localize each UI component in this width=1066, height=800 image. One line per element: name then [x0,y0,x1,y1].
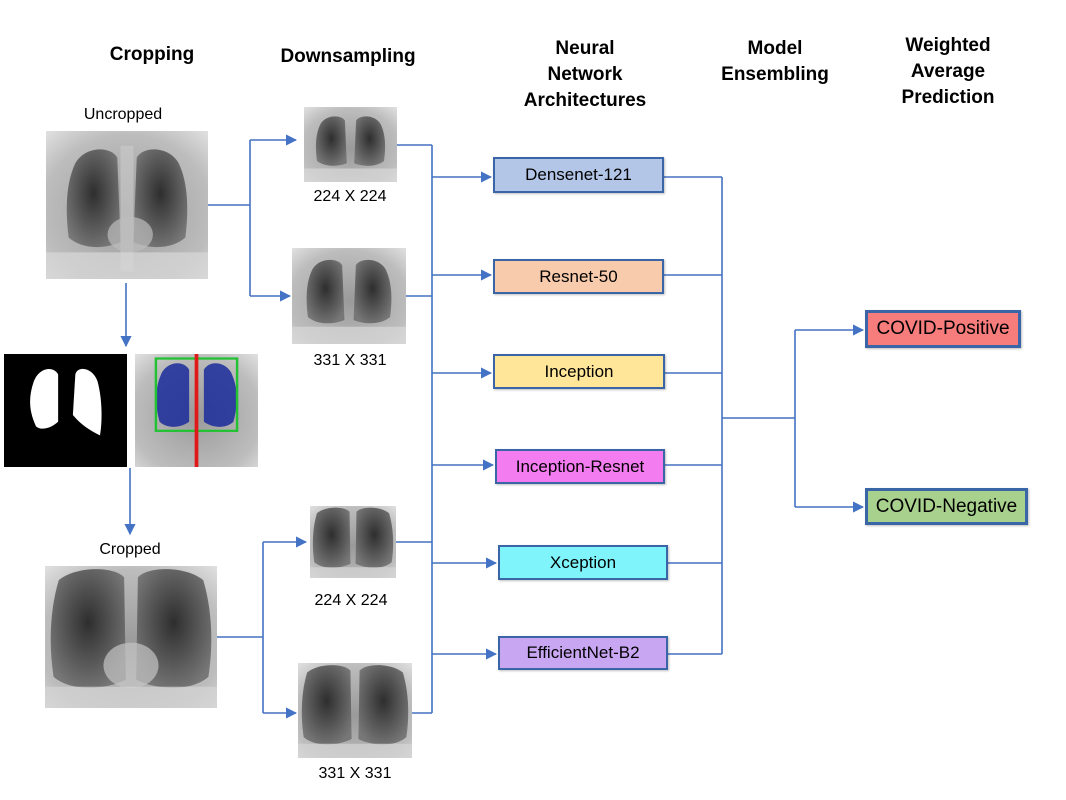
model-box-resnet-50: Resnet-50 [493,259,664,294]
connector-ds-to-trunk [396,144,433,714]
header-downsampling: Downsampling [258,44,438,70]
model-box-densenet-121: Densenet-121 [493,157,664,193]
cropped-label: Cropped [99,541,161,558]
connector-uncropped-split [208,140,251,296]
uncropped-xray-image [46,131,208,279]
model-box-inception: Inception [493,354,665,389]
size-224-bottom-label: 224 X 224 [314,592,388,609]
header-cropping: Cropping [60,42,244,68]
header-downsampling-text: Downsampling [280,46,416,67]
model-box-efficientnet-b2: EfficientNet-B2 [498,636,668,670]
uncropped-label: Uncropped [83,106,163,123]
header-ensembling: Model Ensembling [721,38,829,85]
downsampled-331-bottom-image [298,663,412,758]
header-cropping-text: Cropping [109,44,195,65]
header-prediction: Weighted Average Prediction [901,35,995,108]
downsampled-331-top-image [292,248,406,344]
header-architectures: Neural Network Architectures [523,38,647,111]
size-331-top-label: 331 X 331 [313,352,387,369]
connector-models-to-ensemble [664,176,796,655]
downsampled-224-top-image [304,107,397,182]
downsampled-224-bottom-image [310,506,396,578]
output-covid-positive: COVID-Positive [865,310,1021,348]
size-331-bottom-label: 331 X 331 [318,765,392,782]
output-covid-negative: COVID-Negative [865,488,1028,525]
segmented-bbox-image [135,354,258,467]
model-box-xception: Xception [498,545,668,580]
size-224-top-label: 224 X 224 [313,188,387,205]
model-box-inception-resnet: Inception-Resnet [495,449,665,484]
cropped-xray-image [45,566,217,708]
connector-cropped-split [217,542,264,713]
lung-mask-image [4,354,127,467]
